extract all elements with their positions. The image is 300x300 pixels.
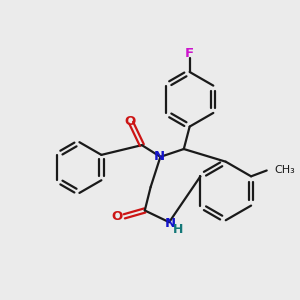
Text: N: N <box>165 217 176 230</box>
Text: O: O <box>124 115 136 128</box>
Text: F: F <box>185 47 194 60</box>
Text: O: O <box>112 210 123 223</box>
Text: H: H <box>173 224 183 236</box>
Text: CH₃: CH₃ <box>274 166 295 176</box>
Text: N: N <box>154 150 165 163</box>
